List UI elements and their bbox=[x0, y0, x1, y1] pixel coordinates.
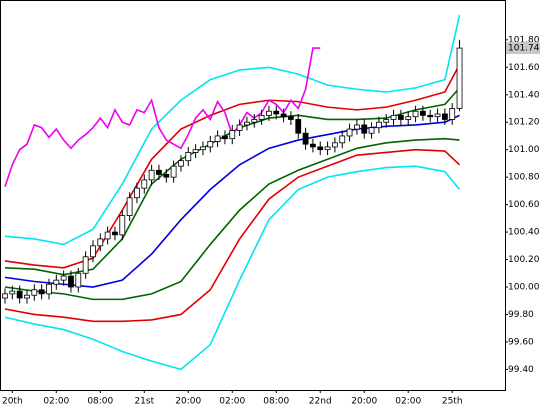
candle-body bbox=[75, 272, 82, 288]
y-tick-label: 100.40 bbox=[508, 228, 540, 238]
indicator-line bbox=[4, 14, 461, 246]
indicator-line bbox=[4, 137, 460, 301]
indicator-line bbox=[4, 47, 321, 188]
candle-body bbox=[295, 119, 302, 134]
y-tick-label: 100.00 bbox=[508, 283, 540, 293]
candle-body bbox=[31, 289, 38, 296]
candle-body bbox=[82, 256, 89, 274]
y-tick-label: 99.40 bbox=[508, 365, 534, 375]
candle-body bbox=[405, 116, 412, 120]
candle-body bbox=[412, 110, 419, 118]
candle-body bbox=[419, 110, 426, 116]
candle-body bbox=[2, 293, 8, 299]
candle-body bbox=[346, 128, 353, 137]
candle-body bbox=[244, 121, 250, 126]
candle-body bbox=[332, 142, 338, 148]
indicator-line bbox=[4, 114, 460, 288]
candle-body bbox=[390, 114, 397, 120]
y-tick-label: 100.80 bbox=[508, 173, 540, 183]
candle-body bbox=[163, 174, 170, 178]
candle-body bbox=[126, 197, 133, 216]
y-tick-label: 99.80 bbox=[508, 310, 534, 320]
y-tick-label: 101.20 bbox=[508, 118, 540, 128]
price-tag-label: 101.74 bbox=[508, 44, 540, 54]
candle-body bbox=[104, 231, 111, 240]
x-tick-label: 08:00 bbox=[87, 397, 113, 407]
candle-body bbox=[229, 130, 236, 140]
candle-body bbox=[119, 215, 126, 236]
candle-body bbox=[112, 231, 118, 236]
x-tick-label: 02:00 bbox=[219, 397, 245, 407]
candle-body bbox=[222, 135, 228, 140]
candle-body bbox=[156, 169, 162, 175]
x-tick-label: 20th bbox=[2, 397, 23, 407]
y-tick-label: 101.60 bbox=[508, 63, 540, 73]
x-tick-label: 20:00 bbox=[175, 397, 201, 407]
y-tick-label: 99.60 bbox=[508, 337, 534, 347]
candle-body bbox=[192, 149, 199, 153]
candle-body bbox=[200, 146, 206, 151]
candle-body bbox=[317, 146, 324, 151]
candle-body bbox=[97, 238, 104, 247]
candle-body bbox=[449, 108, 456, 120]
x-tick-label: 25th bbox=[442, 397, 463, 407]
candle-body bbox=[288, 116, 294, 120]
candle-body bbox=[134, 187, 140, 199]
candle-body bbox=[207, 141, 214, 148]
candle-body bbox=[383, 119, 390, 123]
candle-body bbox=[310, 143, 316, 148]
y-tick-label: 101.80 bbox=[508, 35, 540, 45]
candle-body bbox=[251, 119, 258, 123]
x-tick-label: 02:00 bbox=[395, 397, 421, 407]
candle-body bbox=[148, 169, 155, 181]
candle-body bbox=[258, 114, 265, 120]
y-tick-label: 100.60 bbox=[508, 200, 540, 210]
candle-body bbox=[434, 113, 441, 118]
indicator-line bbox=[4, 165, 461, 371]
candle-body bbox=[361, 124, 368, 134]
candle-body bbox=[53, 279, 60, 285]
candle-body bbox=[170, 165, 177, 178]
candle-body bbox=[427, 114, 434, 118]
candle-body bbox=[354, 124, 360, 130]
candle-body bbox=[302, 132, 309, 145]
candle-body bbox=[38, 289, 45, 295]
candle-body bbox=[9, 290, 16, 295]
candle-body bbox=[178, 160, 184, 167]
candle-body bbox=[339, 135, 346, 144]
y-tick-label: 101.00 bbox=[508, 145, 540, 155]
x-tick-label: 21st bbox=[134, 397, 154, 407]
candle-body bbox=[375, 121, 382, 129]
price-tag bbox=[506, 42, 540, 55]
x-tick-label: 20:00 bbox=[351, 397, 377, 407]
candle-body bbox=[16, 290, 23, 299]
candle-body bbox=[185, 152, 192, 162]
candle-body bbox=[90, 245, 96, 258]
candle-body bbox=[280, 113, 287, 118]
candle-body bbox=[324, 146, 331, 151]
x-tick-label: 02:00 bbox=[43, 397, 69, 407]
candle-body bbox=[24, 294, 30, 299]
candle-body bbox=[456, 47, 463, 109]
candle-body bbox=[368, 127, 375, 134]
candle-body bbox=[266, 110, 272, 116]
candle-body bbox=[60, 275, 67, 281]
plot-frame bbox=[0, 0, 506, 391]
candle-body bbox=[273, 110, 280, 115]
candle-body bbox=[46, 283, 52, 295]
x-tick-label: 08:00 bbox=[263, 397, 289, 407]
candle-body bbox=[68, 275, 74, 288]
indicator-line bbox=[4, 148, 461, 323]
x-tick-label: 22nd bbox=[309, 397, 332, 407]
candle-body bbox=[397, 114, 404, 120]
y-tick-label: 101.40 bbox=[508, 90, 540, 100]
candle-body bbox=[141, 179, 148, 189]
candle-body bbox=[236, 124, 243, 131]
candle-body bbox=[441, 113, 448, 120]
candle-body bbox=[214, 135, 221, 142]
y-tick-label: 100.20 bbox=[508, 255, 540, 265]
